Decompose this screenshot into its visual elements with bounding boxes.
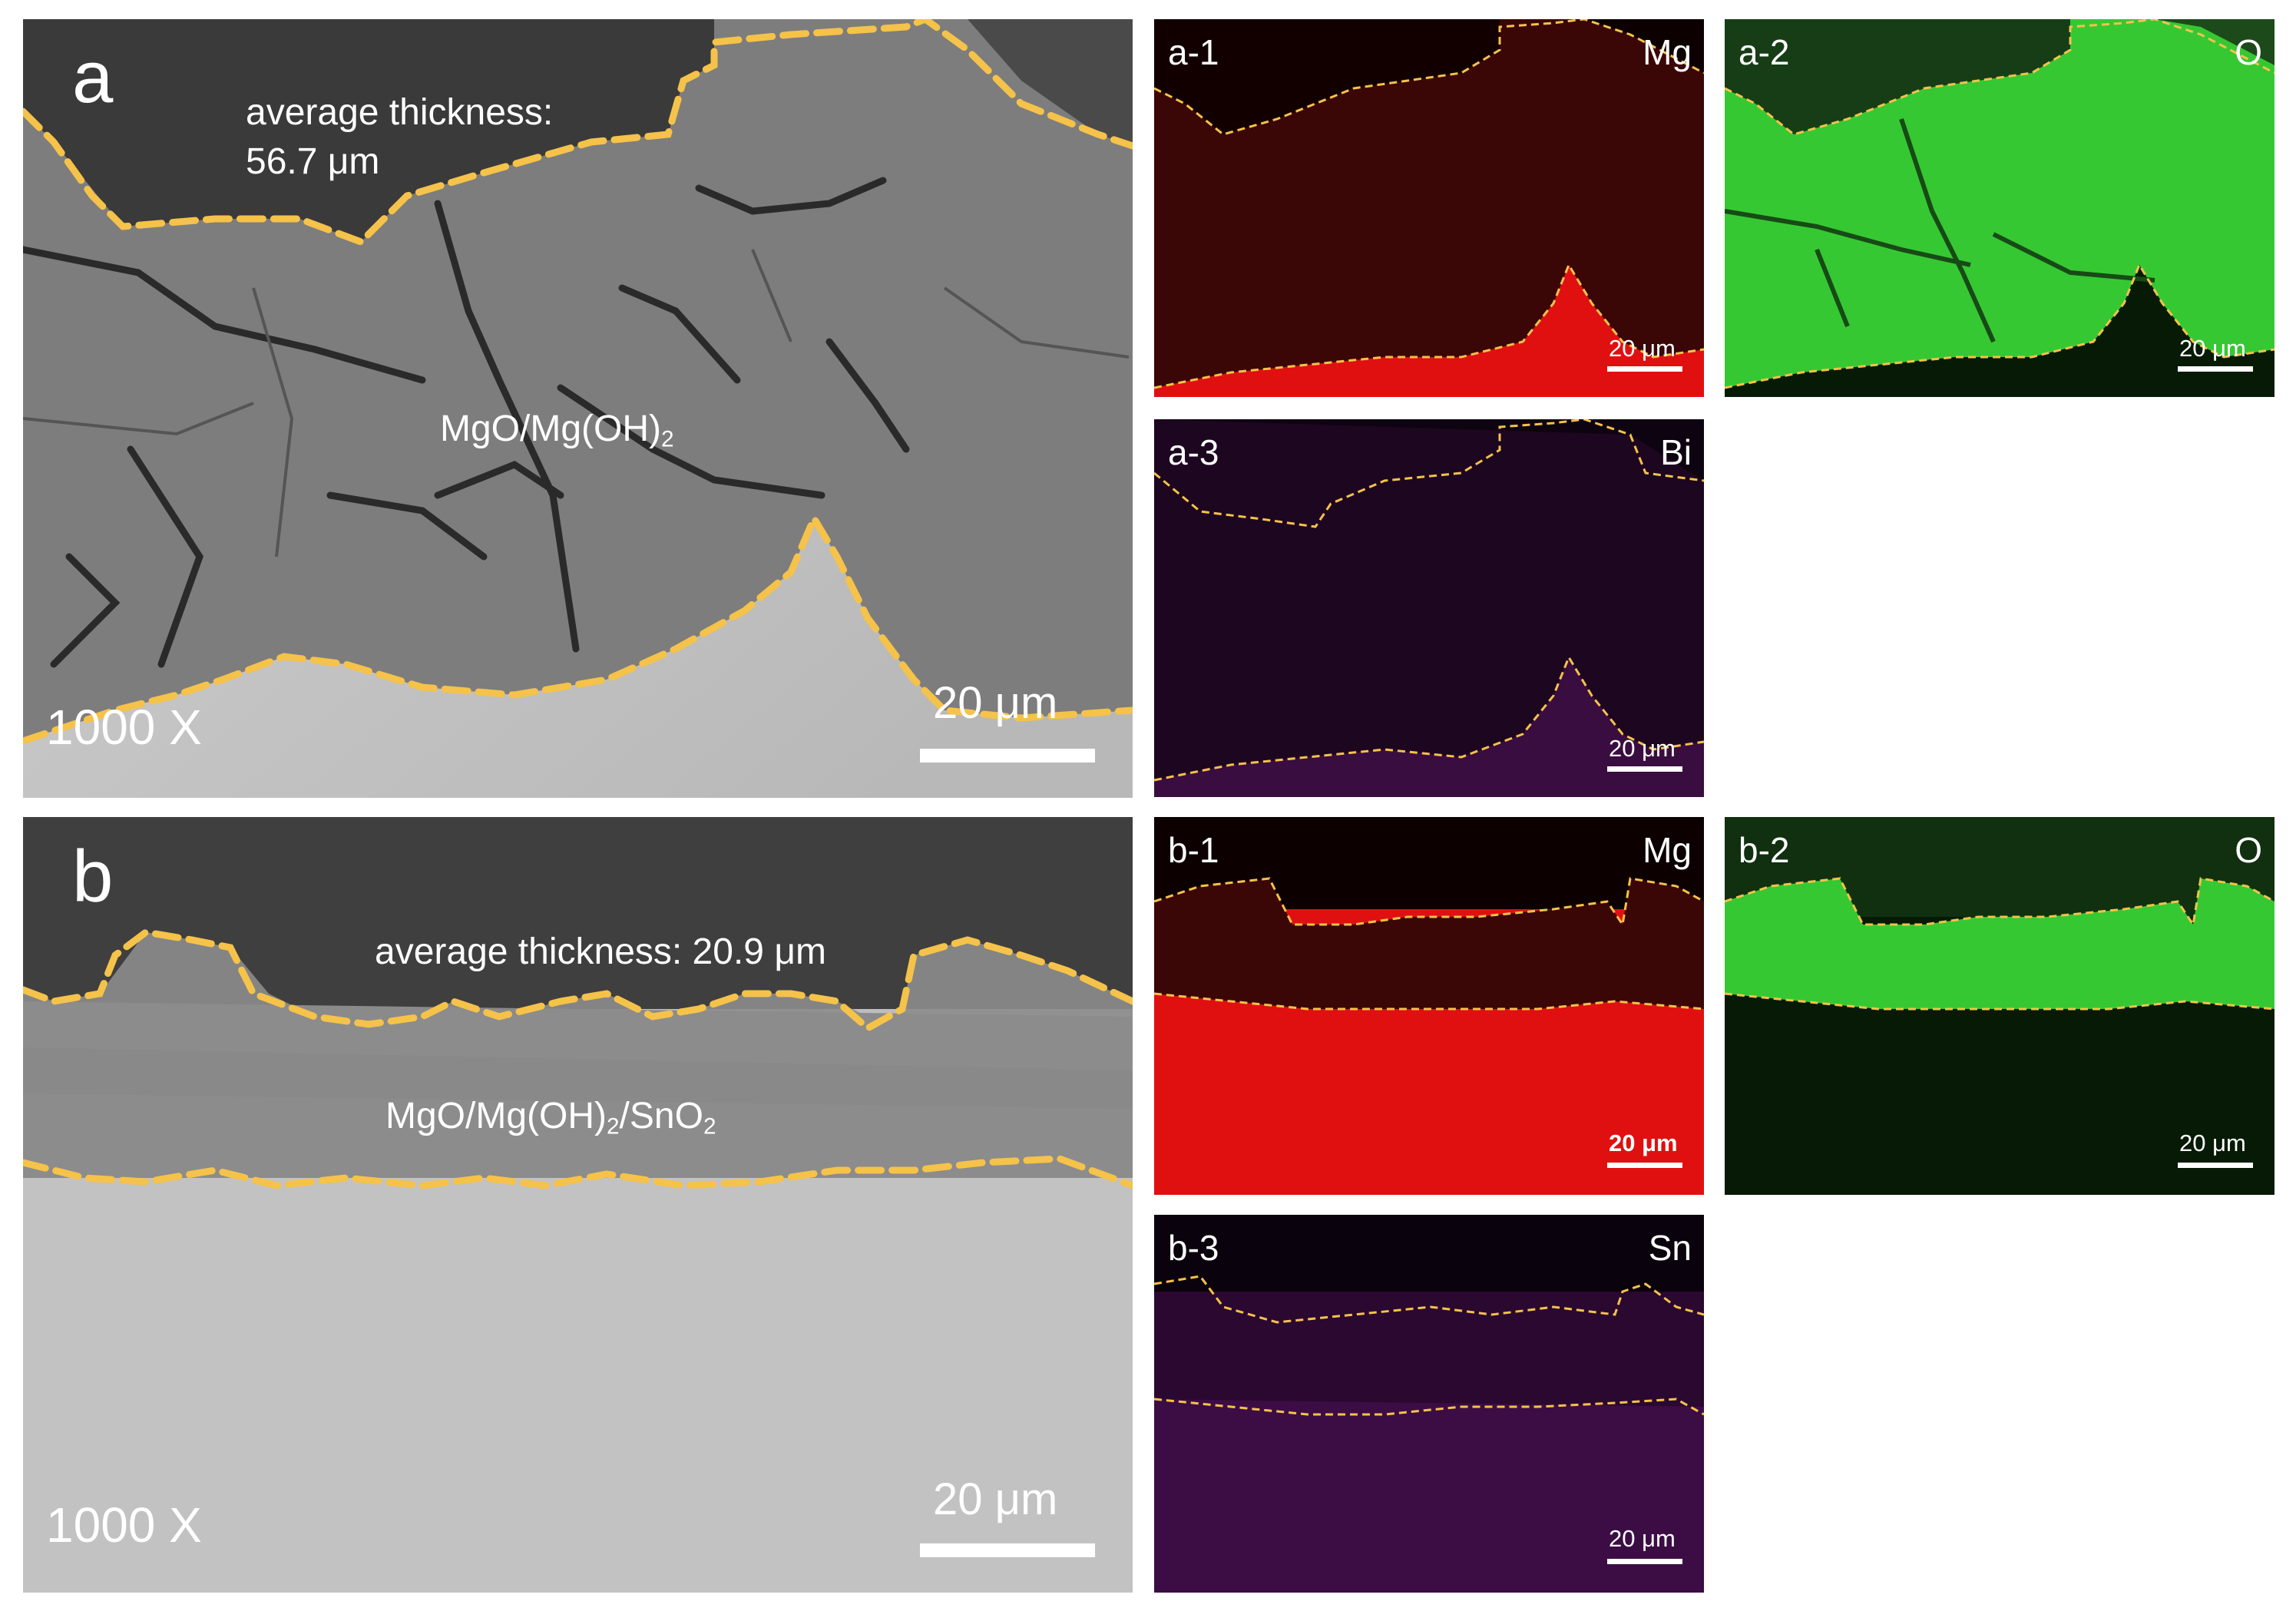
map-scale-bar-b1: [1607, 1163, 1682, 1168]
map-id-b3: b-3: [1168, 1228, 1219, 1268]
map-scale-label-a3: 20 μm: [1609, 735, 1676, 762]
map-element-a3: Bi: [1660, 432, 1692, 472]
layer-label-b: MgO/Mg(OH)2/SnO2: [385, 1098, 716, 1138]
eds-image-a1: [1154, 19, 1704, 397]
map-scale-label-b2: 20 μm: [2179, 1130, 2246, 1156]
layer-label-b-part2: /SnO: [619, 1096, 703, 1136]
map-scale-bar-b2: [2178, 1163, 2253, 1168]
layer-label-a-sub: 2: [661, 426, 674, 452]
eds-map-a2: a-2 O 20 μm: [1725, 19, 2274, 397]
eds-image-b3: [1154, 1215, 1704, 1593]
map-scale-bar-a2: [2178, 366, 2253, 372]
scale-bar-label-a: 20 μm: [933, 678, 1058, 728]
map-element-b1: Mg: [1643, 830, 1692, 870]
map-element-a1: Mg: [1643, 32, 1692, 72]
eds-map-b1: b-1 Mg 20 μm: [1154, 817, 1704, 1195]
map-id-a2: a-2: [1739, 32, 1790, 72]
thickness-label-b: average thickness: 20.9 μm: [375, 931, 826, 972]
scale-bar-a: [920, 749, 1095, 763]
map-scale-label-a1: 20 μm: [1609, 335, 1676, 362]
scale-bar-b: [920, 1543, 1095, 1557]
thickness-label-a-line1: average thickness:: [246, 92, 554, 133]
layer-label-b-sub1: 2: [607, 1113, 620, 1140]
sem-image-b: [23, 817, 1133, 1593]
thickness-label-a-line2: 56.7 μm: [246, 141, 380, 182]
magnification-a: 1000 X: [46, 700, 202, 755]
map-id-a3: a-3: [1168, 432, 1219, 472]
eds-image-a3: [1154, 419, 1704, 797]
map-element-b3: Sn: [1648, 1228, 1692, 1268]
map-id-b1: b-1: [1168, 830, 1219, 870]
map-scale-bar-a3: [1607, 766, 1682, 772]
map-scale-bar-b3: [1607, 1559, 1682, 1564]
sem-image-a: [23, 19, 1133, 798]
map-element-b2: O: [2235, 830, 2262, 870]
layer-label-b-part1: MgO/Mg(OH): [385, 1096, 607, 1136]
map-id-a1: a-1: [1168, 32, 1219, 72]
map-scale-label-b1: 20 μm: [1609, 1130, 1678, 1156]
panel-letter-a: a: [72, 36, 114, 118]
eds-map-b2: b-2 O 20 μm: [1725, 817, 2274, 1195]
eds-map-b3: b-3 Sn 20 μm: [1154, 1215, 1704, 1593]
sem-panel-b: b average thickness: 20.9 μm MgO/Mg(OH)2…: [23, 817, 1133, 1593]
eds-image-b2: [1725, 817, 2274, 1195]
map-id-b2: b-2: [1739, 830, 1790, 870]
magnification-b: 1000 X: [46, 1497, 202, 1553]
eds-image-b1: [1154, 817, 1704, 1195]
eds-image-a2: [1725, 19, 2274, 397]
map-scale-label-b3: 20 μm: [1609, 1525, 1676, 1552]
layer-label-a: MgO/Mg(OH)2: [440, 411, 674, 451]
eds-map-a3: a-3 Bi 20 μm: [1154, 419, 1704, 797]
eds-map-a1: a-1 Mg 20 μm: [1154, 19, 1704, 397]
layer-label-a-main: MgO/Mg(OH): [440, 409, 661, 449]
map-scale-bar-a1: [1607, 366, 1682, 372]
layer-label-b-sub2: 2: [703, 1113, 716, 1140]
map-element-a2: O: [2235, 32, 2262, 72]
scale-bar-label-b: 20 μm: [933, 1474, 1058, 1524]
map-scale-label-a2: 20 μm: [2179, 335, 2246, 362]
sem-panel-a: a average thickness: 56.7 μm MgO/Mg(OH)2…: [23, 19, 1133, 798]
panel-letter-b: b: [72, 835, 114, 918]
